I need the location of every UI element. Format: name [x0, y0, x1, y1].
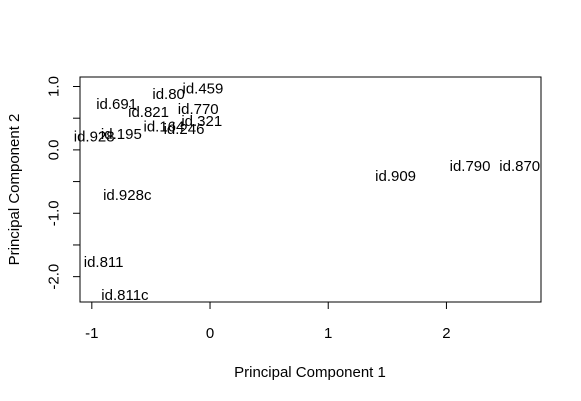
point-label: id.164	[143, 119, 184, 136]
y-tick-label: 0.0	[46, 139, 63, 160]
x-tick-label: 0	[206, 325, 214, 342]
point-label: id.811	[84, 254, 124, 271]
point-label: id.80	[152, 86, 185, 103]
x-tick-label: -1	[85, 325, 98, 342]
point-label: id.928	[74, 129, 115, 146]
point-label: id.821	[128, 104, 169, 121]
y-axis: 1.0 0.0 -1.0 -2.0	[46, 76, 81, 290]
point-label: id.811c	[101, 287, 149, 304]
point-label: id.790	[450, 158, 491, 175]
point-label: id.928c	[103, 187, 152, 204]
x-axis: -1 0 1 2	[85, 301, 451, 342]
y-axis-title: Principal Component 2	[6, 114, 23, 266]
point-label: id.870	[499, 158, 540, 175]
point-label: id.691	[96, 96, 137, 113]
x-tick-label: 2	[442, 325, 450, 342]
y-tick-label: -2.0	[46, 264, 63, 290]
point-label: id.321	[181, 113, 222, 130]
point-label: id.246	[164, 121, 205, 138]
y-tick-label: 1.0	[46, 76, 63, 97]
point-label: id.195	[101, 126, 142, 143]
point-label: id.459	[182, 81, 223, 98]
point-label: id.770	[178, 101, 219, 118]
x-axis-title: Principal Component 1	[234, 364, 386, 381]
point-label: id.909	[375, 168, 416, 185]
x-tick-label: 1	[324, 325, 332, 342]
y-tick-label: -1.0	[46, 200, 63, 226]
